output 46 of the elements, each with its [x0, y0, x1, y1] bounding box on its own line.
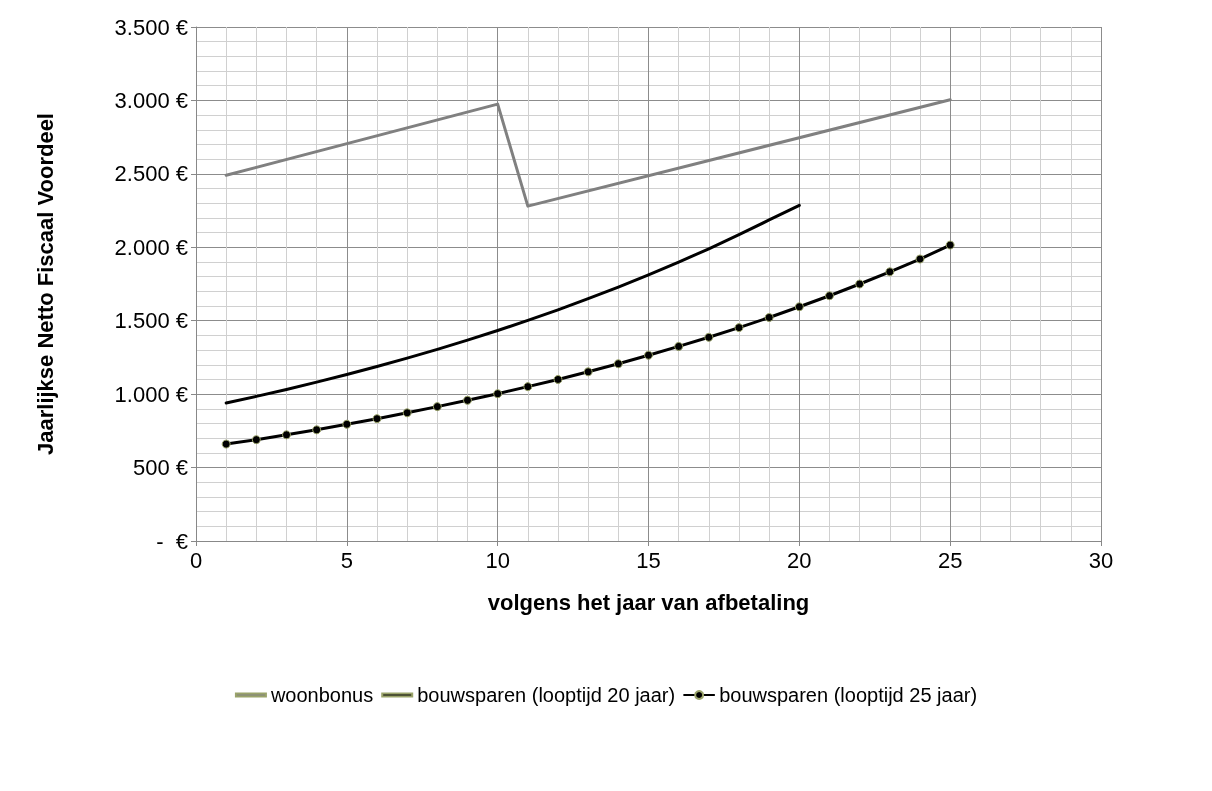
point: [613, 359, 623, 369]
point: [704, 332, 714, 342]
point: [312, 425, 322, 435]
point: [282, 430, 291, 440]
y-tick-label: 1.000 €: [114, 381, 188, 407]
point: [674, 341, 684, 351]
y-tick-label: 2.500 €: [114, 161, 188, 187]
line-series: [224, 203, 801, 405]
x-tick-label: 10: [485, 547, 510, 573]
x-axis-title: volgens het jaar van afbetaling: [487, 589, 810, 615]
point: [463, 395, 472, 405]
x-tick-label: 15: [636, 547, 661, 573]
point: [855, 279, 865, 289]
y-tick-label: 500 €: [132, 455, 188, 481]
point: [432, 402, 442, 412]
point: [523, 382, 533, 392]
point: [825, 291, 834, 301]
x-tick-label: 0: [189, 547, 203, 573]
x-tick-label: 30: [1088, 547, 1114, 573]
point: [794, 302, 804, 312]
x-tick-label: 20: [787, 547, 812, 573]
x-tick-label: 25: [937, 547, 963, 573]
legend-label: bouwsparen (looptijd 25 jaar): [719, 684, 978, 706]
y-tick-label: - €: [156, 528, 188, 554]
point: [221, 439, 231, 449]
y-tick-label: 3.000 €: [114, 87, 188, 113]
x-tick-label: 5: [340, 547, 353, 573]
point: [644, 350, 653, 360]
point: [372, 414, 382, 424]
point: [493, 389, 503, 399]
y-axis-title: Jaarlijkse Netto Fiscaal Voordeel: [32, 113, 58, 455]
y-tick-label: 2.000 €: [114, 234, 188, 260]
point: [402, 408, 412, 418]
point: [342, 419, 352, 429]
point: [915, 254, 925, 264]
legend-label: bouwsparen (looptijd 20 jaar): [417, 684, 676, 706]
point: [251, 435, 261, 445]
point: [553, 374, 563, 384]
y-tick-label: 3.500 €: [114, 14, 188, 40]
legend-label: woonbonus: [269, 684, 374, 706]
point: [764, 312, 774, 322]
point: [885, 267, 895, 277]
point: [583, 367, 593, 377]
point: [945, 240, 955, 250]
point: [734, 323, 744, 333]
y-tick-label: 1.500 €: [114, 308, 188, 334]
